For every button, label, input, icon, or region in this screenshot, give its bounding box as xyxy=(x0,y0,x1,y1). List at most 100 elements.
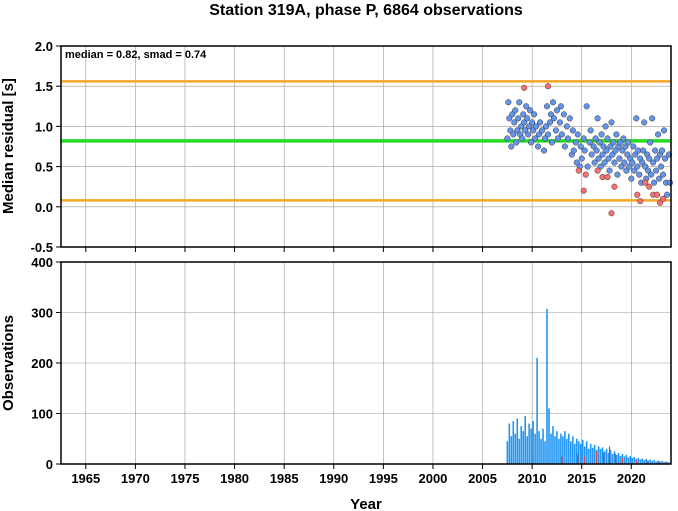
x-tick-label: 2005 xyxy=(468,471,497,486)
residual-point xyxy=(628,175,635,182)
observation-bar xyxy=(639,459,642,464)
observation-bar xyxy=(562,436,564,464)
residual-point xyxy=(548,139,556,146)
observation-bar xyxy=(631,457,634,464)
y-tick-label: 1.5 xyxy=(35,79,53,94)
residual-point xyxy=(509,111,516,118)
residual-reference-lines xyxy=(61,80,671,202)
residual-point xyxy=(583,103,590,110)
residual-point xyxy=(660,171,667,178)
y-tick-label: 1.0 xyxy=(35,119,53,134)
residual-point xyxy=(552,127,559,134)
observation-bar xyxy=(613,451,616,464)
x-tick-label: 2010 xyxy=(518,471,547,486)
residual-point xyxy=(658,163,665,170)
residual-point xyxy=(590,143,597,150)
outlier-bar xyxy=(602,452,605,464)
observation-bar xyxy=(560,433,562,464)
residual-point xyxy=(656,175,663,182)
observation-bar xyxy=(647,460,649,464)
residual-point xyxy=(505,99,512,106)
residual-point xyxy=(632,151,639,158)
residual-point xyxy=(623,167,630,174)
residual-point xyxy=(578,155,585,162)
observation-bar xyxy=(548,408,550,464)
outlier-bar xyxy=(665,461,667,464)
residual-point xyxy=(507,127,514,134)
observation-bar xyxy=(623,456,626,464)
residual-point xyxy=(539,127,546,134)
observation-bar xyxy=(609,449,612,464)
outlier-bar xyxy=(635,459,637,464)
outlier-point xyxy=(604,174,611,181)
outlier-point xyxy=(634,191,641,198)
residual-point xyxy=(554,135,561,142)
residual-point xyxy=(533,123,540,130)
residual-point xyxy=(580,135,587,142)
residual-point xyxy=(511,119,518,126)
observation-bar xyxy=(605,448,608,464)
residual-point xyxy=(620,135,627,142)
observation-bar xyxy=(552,426,554,464)
residual-point xyxy=(519,135,526,142)
residual-point xyxy=(601,159,608,166)
residual-point xyxy=(651,179,658,186)
observation-bar xyxy=(655,461,657,464)
observation-bar xyxy=(663,461,665,464)
observation-bar xyxy=(538,431,540,464)
observation-bar xyxy=(512,421,515,464)
residual-point xyxy=(631,167,638,174)
residual-point xyxy=(606,167,613,174)
observation-bar xyxy=(558,438,560,464)
observation-bar xyxy=(601,447,604,464)
residual-point xyxy=(595,155,602,162)
outlier-point xyxy=(582,171,589,178)
residual-point xyxy=(634,163,641,170)
residual-point xyxy=(663,191,671,198)
residual-point xyxy=(543,103,551,110)
residual-point xyxy=(536,131,543,138)
residual-y-ticks: -0.5 0.0 0.5 1.0 1.5 2.0 xyxy=(31,39,632,255)
observation-bar xyxy=(556,431,558,464)
outlier-point xyxy=(580,187,587,194)
outlier-bar xyxy=(577,453,579,464)
residual-point xyxy=(541,135,549,142)
residual-point xyxy=(661,155,669,162)
residual-point xyxy=(544,131,552,138)
x-tick-label: 1970 xyxy=(121,471,150,486)
residual-point xyxy=(609,151,616,158)
residual-point xyxy=(566,115,573,122)
residual-point xyxy=(598,131,605,138)
observation-bar xyxy=(568,433,570,464)
residual-point xyxy=(645,167,652,174)
observations-y-ticks: 0 100 200 300 400 xyxy=(31,255,61,472)
outlier-bar xyxy=(596,451,598,464)
observation-bar xyxy=(599,448,602,464)
outlier-point xyxy=(642,179,649,186)
residual-point xyxy=(591,159,598,166)
outlier-point xyxy=(657,199,664,206)
residual-point xyxy=(603,147,610,154)
residual-point xyxy=(666,179,674,186)
outlier-bar xyxy=(584,456,586,464)
observation-bar xyxy=(581,439,584,464)
x-tick-label: 1995 xyxy=(369,471,398,486)
residual-point xyxy=(594,115,601,122)
residual-point xyxy=(542,123,550,130)
outlier-point xyxy=(660,195,667,202)
residual-point xyxy=(622,143,629,150)
observations-bars xyxy=(506,308,671,464)
residual-frame xyxy=(60,45,672,248)
residual-point xyxy=(592,135,599,142)
residual-point xyxy=(540,147,548,154)
residual-point xyxy=(640,147,647,154)
observation-bar xyxy=(514,433,517,464)
observation-bar xyxy=(506,441,509,464)
observation-bar xyxy=(649,459,651,464)
residual-point xyxy=(614,171,621,178)
residual-point xyxy=(563,123,570,130)
observation-bar xyxy=(653,459,655,464)
observation-bar xyxy=(570,441,572,464)
residual-point xyxy=(652,147,659,154)
